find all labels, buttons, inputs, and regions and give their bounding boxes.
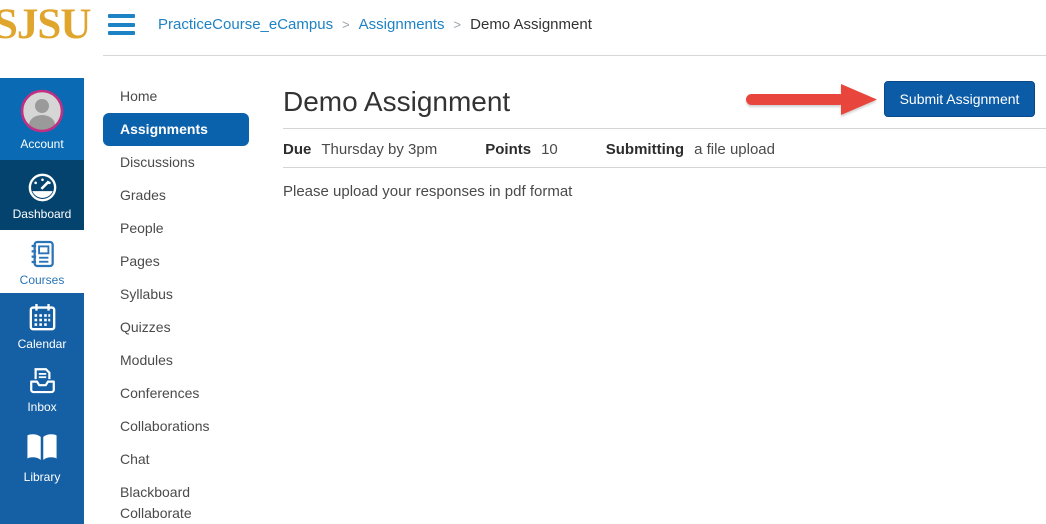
- details-divider: [283, 167, 1046, 168]
- sidebar-item-calendar[interactable]: Calendar: [0, 293, 84, 357]
- red-arrow-annotation: [746, 84, 877, 115]
- submitting-detail: Submitting a file upload: [606, 141, 775, 158]
- breadcrumb-current-page: Demo Assignment: [470, 16, 592, 33]
- breadcrumb-course-link[interactable]: PracticeCourse_eCampus: [158, 16, 334, 33]
- course-nav-item-syllabus[interactable]: Syllabus: [120, 286, 173, 302]
- points-label: Points: [485, 141, 532, 158]
- title-divider: [283, 128, 1046, 129]
- inbox-icon: [29, 368, 55, 394]
- courses-icon: [31, 240, 54, 267]
- course-nav-item-blackboard-collaborate[interactable]: Blackboard Collaborate: [120, 484, 192, 521]
- breadcrumb-separator: >: [342, 17, 350, 32]
- course-nav-item-modules[interactable]: Modules: [120, 352, 173, 368]
- sidebar-item-label: Calendar: [17, 336, 67, 351]
- page-title: Demo Assignment: [283, 86, 511, 117]
- header-divider: [103, 55, 1046, 56]
- course-nav-item-collaborations[interactable]: Collaborations: [120, 418, 210, 434]
- sidebar-item-dashboard[interactable]: Dashboard: [0, 160, 84, 230]
- course-nav-item-home[interactable]: Home: [120, 88, 158, 104]
- submit-assignment-button[interactable]: Submit Assignment: [884, 81, 1035, 117]
- breadcrumb-assignments-link[interactable]: Assignments: [358, 16, 445, 33]
- course-nav-item-chat[interactable]: Chat: [120, 451, 150, 467]
- course-nav-item-pages[interactable]: Pages: [120, 253, 160, 269]
- submitting-label: Submitting: [605, 141, 685, 158]
- global-navigation-sidebar: Account Dashboard Courses: [0, 78, 84, 524]
- sidebar-item-label: Inbox: [27, 400, 57, 414]
- assignment-details: Due Thursday by 3pm Points 10 Submitting a …: [283, 141, 775, 158]
- course-navigation-menu: Home Assignments Discussions Grades Peop…: [103, 80, 249, 524]
- sjsu-logo: SJSU: [0, 1, 91, 48]
- due-detail: Due Thursday by 3pm: [283, 141, 437, 158]
- course-nav-item-grades[interactable]: Grades: [120, 187, 166, 203]
- points-detail: Points 10: [485, 141, 558, 158]
- hamburger-menu-icon[interactable]: [108, 14, 135, 35]
- sidebar-item-label: Account: [20, 137, 64, 151]
- calendar-icon: [29, 303, 55, 330]
- sidebar-item-label: Dashboard: [12, 206, 72, 221]
- sidebar-item-library[interactable]: Library: [0, 420, 84, 492]
- sidebar-item-courses[interactable]: Courses: [0, 230, 84, 293]
- breadcrumb: PracticeCourse_eCampus > Assignments > D…: [158, 16, 592, 33]
- course-nav-item-discussions[interactable]: Discussions: [120, 154, 195, 170]
- library-icon: [27, 434, 57, 460]
- course-nav-item-quizzes[interactable]: Quizzes: [120, 319, 171, 335]
- submitting-value: a file upload: [694, 141, 775, 158]
- due-label: Due: [283, 141, 312, 158]
- points-value: 10: [541, 141, 558, 158]
- avatar-icon: [20, 89, 64, 133]
- course-nav-item-assignments[interactable]: Assignments: [103, 113, 249, 146]
- assignment-description: Please upload your responses in pdf form…: [283, 183, 573, 200]
- breadcrumb-separator: >: [453, 17, 462, 32]
- sidebar-item-inbox[interactable]: Inbox: [0, 357, 84, 420]
- sidebar-item-label: Library: [23, 470, 61, 484]
- course-nav-item-people[interactable]: People: [120, 220, 164, 236]
- dashboard-icon: [28, 173, 56, 201]
- due-value: Thursday by 3pm: [321, 141, 438, 158]
- sidebar-item-account[interactable]: Account: [0, 78, 84, 160]
- course-nav-item-conferences[interactable]: Conferences: [120, 385, 200, 401]
- sidebar-item-label: Courses: [19, 272, 65, 287]
